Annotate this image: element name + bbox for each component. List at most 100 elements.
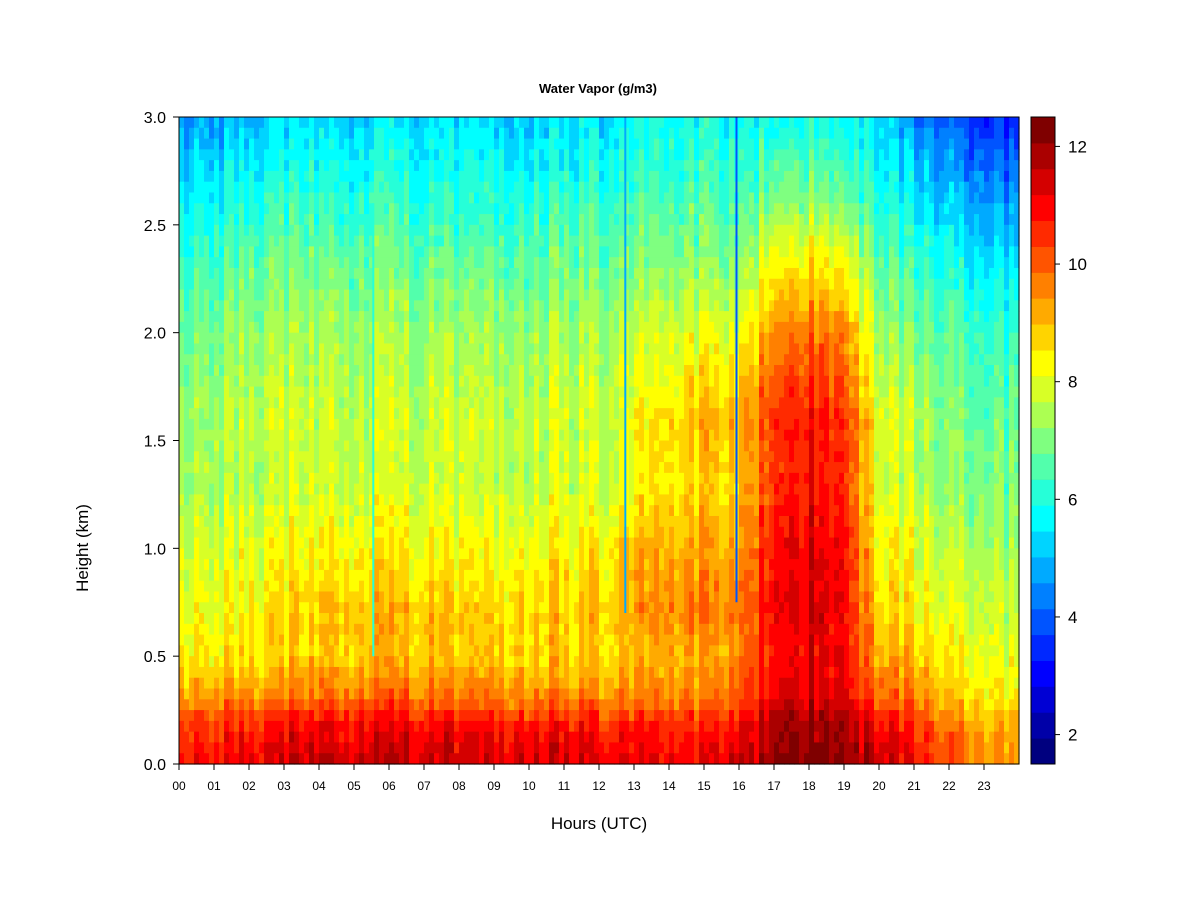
heatmap-cell — [504, 170, 510, 183]
heatmap-cell — [349, 645, 355, 657]
heatmap-cell — [559, 569, 565, 582]
heatmap-cell — [489, 688, 495, 700]
heatmap-cell — [544, 214, 550, 226]
heatmap-cell — [179, 569, 185, 582]
heatmap-cell — [499, 418, 505, 431]
heatmap-cell — [289, 278, 295, 291]
heatmap-cell — [514, 170, 520, 183]
heatmap-cell — [264, 429, 270, 442]
heatmap-cell — [244, 537, 250, 549]
heatmap-cell — [589, 300, 595, 312]
heatmap-cell — [544, 472, 550, 485]
heatmap-cell — [524, 181, 530, 194]
heatmap-cell — [214, 720, 220, 733]
heatmap-cell — [309, 235, 315, 247]
heatmap-cell — [564, 494, 570, 506]
heatmap-cell — [359, 580, 365, 593]
heatmap-cell — [324, 710, 330, 722]
heatmap-cell — [249, 203, 255, 215]
heatmap-cell — [419, 429, 425, 442]
heatmap-cell — [319, 623, 325, 636]
heatmap-cell — [454, 203, 460, 215]
heatmap-cell — [524, 127, 530, 140]
heatmap-cell — [404, 203, 410, 215]
heatmap-cell — [289, 192, 295, 204]
heatmap-cell — [464, 311, 470, 323]
heatmap-cell — [554, 645, 560, 657]
heatmap-cell — [349, 289, 355, 301]
heatmap-cell — [479, 138, 485, 150]
heatmap-cell — [549, 591, 555, 603]
heatmap-cell — [259, 192, 265, 204]
heatmap-cell — [354, 548, 360, 560]
heatmap-cell — [184, 656, 190, 668]
heatmap-cell — [584, 267, 590, 280]
heatmap-cell — [434, 742, 440, 754]
heatmap-cell — [464, 710, 470, 722]
heatmap-cell — [239, 408, 245, 420]
heatmap-cell — [299, 418, 305, 431]
heatmap-cell — [314, 170, 320, 183]
heatmap-cell — [439, 505, 445, 517]
heatmap-cell — [189, 257, 195, 269]
heatmap-cell — [419, 505, 425, 517]
heatmap-cell — [474, 127, 480, 140]
heatmap-cell — [359, 418, 365, 431]
heatmap-cell — [309, 440, 315, 452]
heatmap-cell — [374, 224, 380, 237]
heatmap-cell — [364, 235, 370, 247]
heatmap-cell — [374, 602, 380, 614]
heatmap-cell — [524, 526, 530, 539]
heatmap-cell — [574, 365, 580, 377]
heatmap-cell — [449, 440, 455, 452]
heatmap-cell — [404, 505, 410, 517]
heatmap-cell — [584, 117, 590, 129]
heatmap-cell — [354, 656, 360, 668]
heatmap-cell — [494, 634, 500, 646]
heatmap-cell — [539, 753, 545, 765]
heatmap-cell — [204, 418, 210, 431]
heatmap-cell — [549, 440, 555, 452]
heatmap-cell — [229, 127, 235, 140]
heatmap-cell — [589, 235, 595, 247]
heatmap-cell — [264, 602, 270, 614]
heatmap-cell — [214, 548, 220, 560]
heatmap-cell — [549, 343, 555, 355]
heatmap-cell — [304, 149, 310, 161]
heatmap-cell — [499, 483, 505, 496]
heatmap-cell — [489, 127, 495, 140]
heatmap-cell — [354, 170, 360, 183]
heatmap-cell — [229, 181, 235, 194]
heatmap-cell — [559, 386, 565, 398]
heatmap-cell — [254, 623, 260, 636]
heatmap-cell — [224, 451, 230, 463]
heatmap-cell — [359, 656, 365, 668]
heatmap-cell — [499, 548, 505, 560]
heatmap-cell — [424, 440, 430, 452]
heatmap-cell — [349, 526, 355, 539]
heatmap-cell — [389, 656, 395, 668]
heatmap-cell — [524, 170, 530, 183]
heatmap-cell — [329, 267, 335, 280]
heatmap-cell — [514, 375, 520, 388]
heatmap-cell — [504, 138, 510, 150]
heatmap-cell — [329, 397, 335, 409]
heatmap-cell — [514, 634, 520, 646]
heatmap-cell — [264, 278, 270, 291]
heatmap-cell — [209, 580, 215, 593]
heatmap-cell — [459, 278, 465, 291]
heatmap-cell — [214, 365, 220, 377]
heatmap-cell — [239, 397, 245, 409]
heatmap-cell — [379, 429, 385, 442]
heatmap-cell — [424, 634, 430, 646]
heatmap-cell — [314, 494, 320, 506]
heatmap-cell — [424, 429, 430, 442]
heatmap-cell — [484, 451, 490, 463]
heatmap-cell — [319, 742, 325, 754]
heatmap-cell — [239, 235, 245, 247]
heatmap-cell — [424, 257, 430, 269]
heatmap-cell — [339, 580, 345, 593]
heatmap-cell — [489, 494, 495, 506]
heatmap-cell — [524, 451, 530, 463]
heatmap-cell — [439, 548, 445, 560]
